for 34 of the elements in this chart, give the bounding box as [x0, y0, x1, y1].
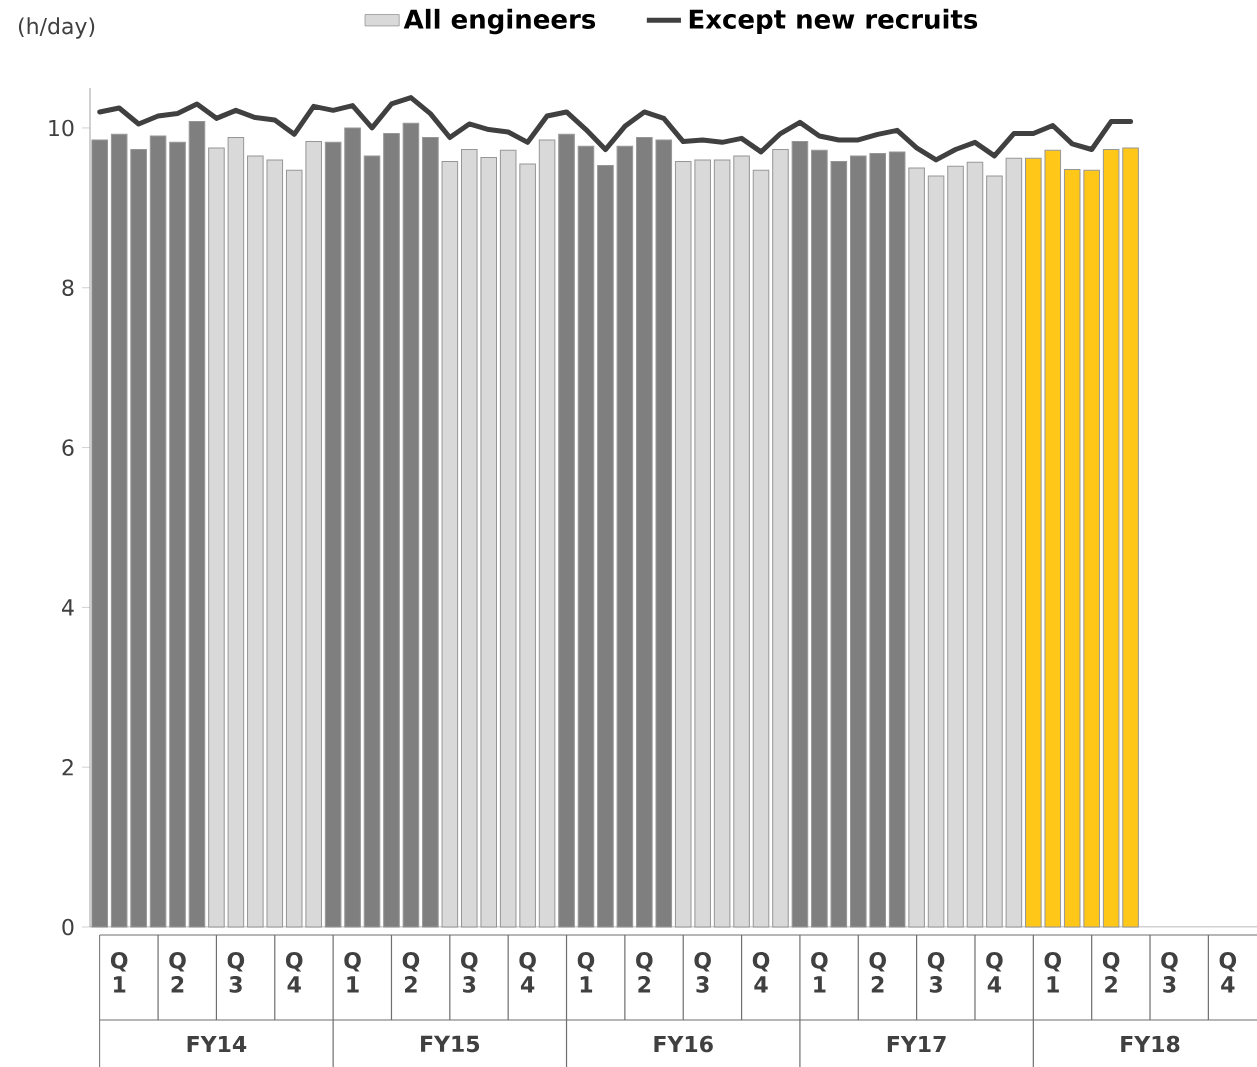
text: FY16	[654, 1035, 713, 1053]
x-tick-label: Q 3	[1161, 952, 1178, 993]
x-tick-label: Q 4	[519, 952, 536, 993]
x-tick-label: Q 4	[986, 952, 1003, 993]
text: FY15	[421, 1035, 480, 1053]
x-tick-label: Q 2	[636, 952, 653, 993]
y-tick-label: 0	[62, 918, 74, 936]
x-tick-label: Q 1	[344, 952, 361, 993]
text: FY18	[1121, 1035, 1180, 1053]
x-tick-label: Q 3	[694, 952, 711, 993]
y-axis-title: (h/day)	[18, 17, 95, 39]
x-tick-label: Q 2	[402, 952, 420, 993]
y-tick-label: 8	[62, 279, 74, 297]
x-tick-label: Q 1	[577, 952, 595, 993]
x-tick-label: Q 1	[110, 952, 128, 993]
x-tick-label: Q 1	[811, 952, 828, 993]
x-tick-label: Q 4	[285, 952, 303, 993]
y-tick-label: 10	[49, 119, 74, 137]
x-tick-label: Q 4	[752, 952, 770, 993]
y-tick-label: 2	[62, 759, 73, 776]
legend-label: Except new recruits	[689, 8, 978, 34]
x-tick-label: Q 2	[1102, 952, 1120, 993]
x-tick-label: Q 3	[461, 952, 478, 993]
x-tick-label: Q 1	[1044, 952, 1062, 993]
text: FY17	[887, 1035, 946, 1053]
x-tick-label: Q 2	[869, 952, 886, 993]
x-tick-label: Q 4	[1219, 952, 1237, 993]
y-tick-label: 6	[62, 439, 74, 456]
x-tick-label: Q 2	[169, 952, 186, 993]
legend-label: All engineers	[403, 8, 596, 35]
text: FY14	[187, 1035, 247, 1053]
x-tick-label: Q 3	[927, 952, 945, 993]
y-tick-label: 4	[62, 599, 74, 616]
x-tick-label: Q 3	[227, 952, 245, 993]
